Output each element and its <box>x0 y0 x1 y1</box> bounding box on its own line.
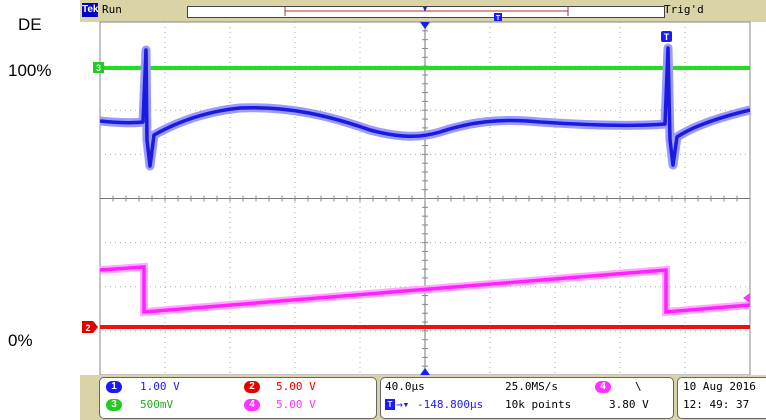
oscilloscope-screen: Tek Run Trig'd T T 3 <box>80 0 766 420</box>
ch4-waveform <box>99 265 751 314</box>
timebase-scale: 40.0µs <box>385 380 425 393</box>
ch1-scale: 1.00 V <box>140 380 180 393</box>
svg-text:T: T <box>664 32 670 42</box>
svg-text:T: T <box>496 15 501 22</box>
percent-100-label: 100% <box>8 61 52 80</box>
datetime-panel: 10 Aug 2016 12: 49: 37 <box>677 377 766 419</box>
ch4-trigger-level-marker[interactable] <box>743 293 750 303</box>
ch2-ground-marker[interactable]: 2 <box>82 321 98 333</box>
ch2-badge[interactable]: 2 <box>244 381 260 393</box>
ch3-scale: 500mV <box>140 398 174 411</box>
trigger-position-marker[interactable]: T <box>661 31 672 42</box>
svg-text:3: 3 <box>96 63 101 73</box>
trigger-status: Trig'd <box>664 3 704 16</box>
sample-rate: 25.0MS/s <box>505 380 558 393</box>
ch3-badge[interactable]: 3 <box>106 399 122 411</box>
center-bottom-marker <box>420 368 430 375</box>
timebase-readout-panel: 40.0µs 25.0MS/s 4 \ T →▾ -148.800µs 10k … <box>380 377 674 419</box>
arrow-icon: →▾ <box>396 398 410 411</box>
ch1-waveform <box>99 46 751 168</box>
horizontal-position: -148.800µs <box>417 398 484 411</box>
record-length: 10k points <box>505 398 572 411</box>
trigger-source-badge[interactable]: 4 <box>595 381 611 393</box>
svg-text:2: 2 <box>85 323 90 333</box>
ch4-scale: 5.00 V <box>276 398 316 411</box>
date: 10 Aug 2016 <box>683 380 756 393</box>
trigger-slope: \ <box>635 380 642 393</box>
waveform-display: T T 3 2 <box>82 7 752 376</box>
de-label: DE <box>18 15 42 34</box>
channel-readout-panel: 1 1.00 V 2 5.00 V 3 500mV 4 5.00 V <box>99 377 377 419</box>
time: 12: 49: 37 <box>683 398 750 411</box>
ch3-ground-marker[interactable]: 3 <box>93 62 104 73</box>
tek-logo: Tek <box>82 3 99 17</box>
readout-bar: 1 1.00 V 2 5.00 V 3 500mV 4 5.00 V 40.0µ… <box>80 375 766 420</box>
ch2-scale: 5.00 V <box>276 380 316 393</box>
trigger-level: 3.80 V <box>609 398 649 411</box>
acquisition-status: Run <box>102 3 122 16</box>
record-trigger-marker: T <box>494 13 502 22</box>
record-view-bar[interactable] <box>187 6 665 18</box>
ch4-badge[interactable]: 4 <box>244 399 260 411</box>
record-window-indicator <box>284 7 569 16</box>
ch1-badge[interactable]: 1 <box>106 381 122 393</box>
horizontal-position-icon: T <box>385 399 395 410</box>
record-center-marker <box>423 7 427 12</box>
percent-0-label: 0% <box>8 331 33 350</box>
horizontal-position-marker[interactable] <box>420 22 430 29</box>
